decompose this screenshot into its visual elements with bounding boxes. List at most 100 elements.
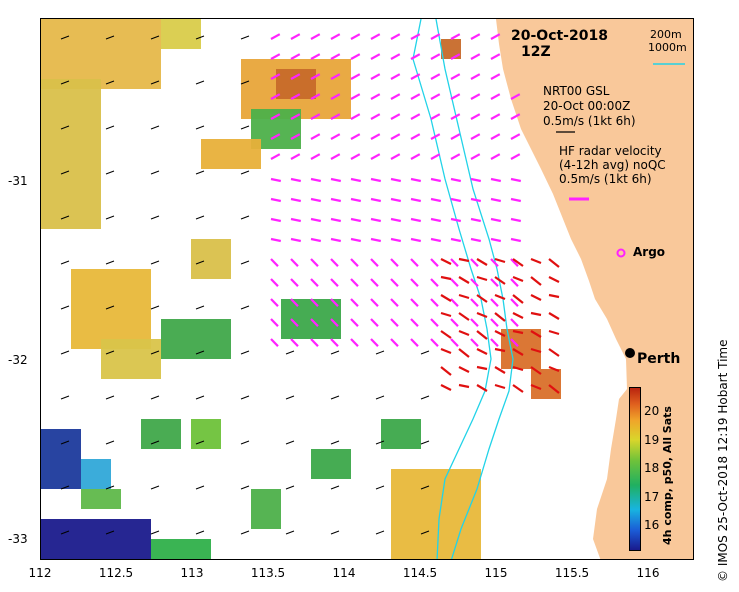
sst-patch (41, 79, 101, 229)
velocity-arrow (105, 350, 115, 355)
velocity-arrow (490, 177, 502, 183)
velocity-arrow (60, 215, 70, 220)
sst-patch (161, 19, 201, 49)
velocity-arrow (375, 530, 385, 535)
velocity-arrow (470, 237, 482, 243)
sst-patch (41, 19, 161, 89)
velocity-arrow (290, 237, 302, 243)
velocity-arrow (290, 133, 301, 140)
velocity-arrow (330, 33, 341, 40)
velocity-arrow (270, 113, 281, 120)
velocity-arrow (310, 298, 319, 307)
velocity-arrow (490, 53, 501, 60)
gsl-legend-line3: 0.5m/s (1kt 6h) (543, 114, 636, 128)
velocity-arrow (450, 133, 461, 140)
velocity-arrow (430, 278, 439, 287)
argo-marker[interactable] (616, 248, 626, 258)
velocity-arrow (470, 153, 481, 160)
velocity-arrow (512, 365, 524, 372)
x-tick-113: 113 (180, 566, 204, 580)
velocity-arrow (105, 125, 115, 130)
colorbar-tick-17: 17 (644, 490, 660, 504)
velocity-arrow (310, 338, 319, 347)
velocity-arrow (512, 258, 524, 267)
velocity-arrow (512, 329, 524, 335)
velocity-arrow (270, 258, 279, 267)
argo-label: Argo (633, 245, 666, 259)
velocity-arrow (240, 80, 250, 85)
velocity-arrow (458, 366, 470, 373)
velocity-arrow (60, 395, 70, 400)
velocity-arrow (310, 33, 321, 40)
velocity-arrow (370, 73, 381, 80)
velocity-arrow (390, 217, 402, 223)
velocity-arrow (290, 53, 301, 60)
velocity-arrow (310, 73, 321, 80)
velocity-arrow (60, 35, 70, 40)
velocity-arrow (195, 35, 205, 40)
y-tick-32: -32 (8, 353, 28, 367)
sst-patch (531, 369, 561, 399)
velocity-arrow (350, 93, 361, 100)
velocity-arrow (370, 133, 381, 140)
velocity-arrow (490, 278, 499, 287)
velocity-arrow (150, 170, 160, 175)
velocity-arrow (510, 338, 519, 347)
velocity-arrow (390, 93, 401, 100)
velocity-arrow (530, 347, 542, 354)
velocity-arrow (105, 215, 115, 220)
velocity-arrow (430, 133, 441, 140)
colorbar-tick-20: 20 (644, 404, 660, 418)
velocity-arrow (370, 53, 381, 60)
velocity-arrow (410, 93, 421, 100)
velocity-arrow (420, 530, 430, 535)
colorbar-tick-18: 18 (644, 461, 660, 475)
velocity-arrow (240, 485, 250, 490)
velocity-arrow (530, 294, 542, 301)
velocity-arrow (410, 278, 419, 287)
velocity-arrow (476, 311, 488, 319)
velocity-arrow (512, 275, 524, 283)
velocity-arrow (490, 217, 502, 223)
sst-patch (311, 449, 351, 479)
velocity-arrow (430, 73, 441, 80)
velocity-arrow (494, 383, 506, 390)
velocity-arrow (195, 305, 205, 310)
velocity-arrow (60, 530, 70, 535)
velocity-arrow (476, 275, 488, 282)
sst-patch (251, 489, 281, 529)
velocity-arrow (410, 177, 422, 183)
velocity-arrow (350, 318, 359, 327)
velocity-arrow (105, 485, 115, 490)
velocity-arrow (490, 113, 501, 120)
y-tick-31: -31 (8, 174, 28, 188)
velocity-arrow (430, 177, 442, 183)
velocity-arrow (390, 133, 401, 140)
x-tick-115: 115 (484, 566, 508, 580)
velocity-arrow (548, 293, 560, 299)
velocity-arrow (430, 113, 441, 120)
velocity-arrow (270, 298, 279, 307)
velocity-arrow (410, 153, 421, 160)
velocity-arrow (350, 298, 359, 307)
velocity-arrow (240, 350, 250, 355)
velocity-arrow (375, 440, 385, 445)
velocity-arrow (240, 125, 250, 130)
sst-patch (71, 269, 151, 349)
velocity-arrow (105, 80, 115, 85)
velocity-arrow (440, 347, 452, 355)
velocity-arrow (510, 153, 521, 160)
perth-dot[interactable] (625, 348, 635, 358)
velocity-arrow (470, 133, 481, 140)
velocity-arrow (150, 350, 160, 355)
velocity-arrow (390, 153, 401, 160)
velocity-arrow (470, 93, 481, 100)
velocity-arrow (420, 485, 430, 490)
velocity-arrow (490, 338, 499, 347)
velocity-arrow (370, 338, 379, 347)
velocity-arrow (370, 113, 381, 120)
velocity-arrow (490, 153, 501, 160)
velocity-arrow (548, 258, 560, 268)
velocity-arrow (390, 318, 399, 327)
sst-patch (41, 429, 81, 489)
